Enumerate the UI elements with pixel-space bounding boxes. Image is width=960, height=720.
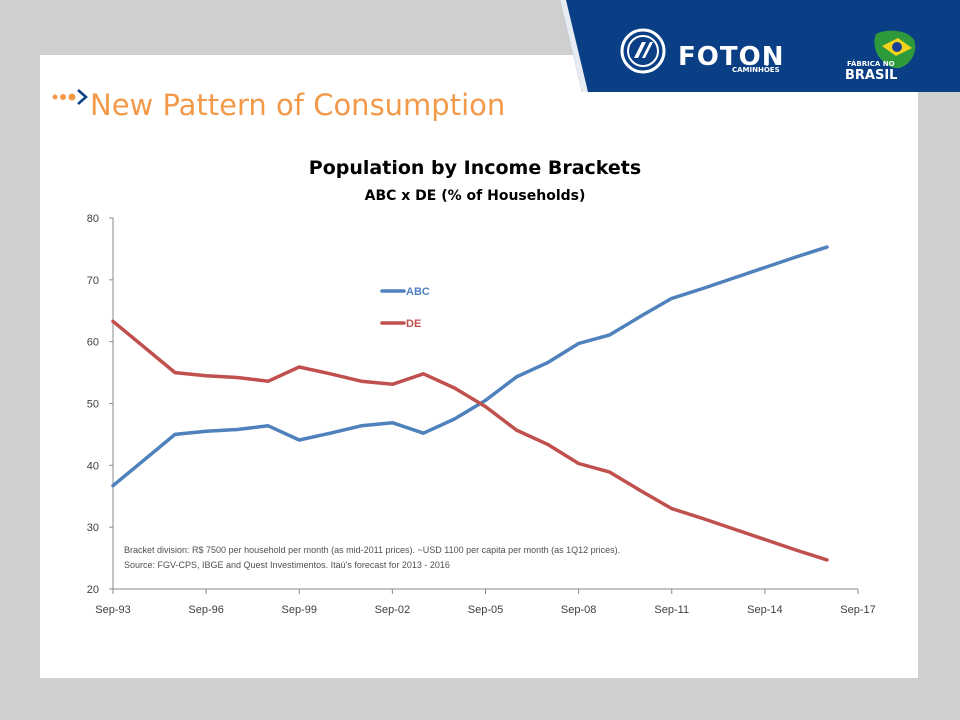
data-point-de bbox=[360, 380, 363, 383]
slide-canvas bbox=[40, 55, 918, 678]
data-point-abc bbox=[825, 245, 829, 249]
data-point-abc bbox=[329, 432, 332, 435]
y-tick-label: 60 bbox=[87, 337, 99, 349]
chart-note-1: Bracket division: R$ 7500 per household … bbox=[124, 545, 620, 555]
slide-title: New Pattern of Consumption bbox=[90, 88, 506, 122]
data-point-abc bbox=[515, 375, 518, 379]
data-point-de bbox=[391, 383, 394, 386]
chart-title: Population by Income Brackets bbox=[309, 157, 641, 179]
data-point-de bbox=[763, 538, 767, 541]
data-point-abc bbox=[608, 333, 611, 337]
legend-label-abc: ABC bbox=[406, 286, 430, 298]
brazil-flag-icon bbox=[874, 30, 916, 69]
data-point-abc bbox=[391, 421, 394, 424]
data-point-abc bbox=[204, 430, 208, 433]
data-point-de bbox=[515, 428, 518, 432]
x-tick-label: Sep-02 bbox=[375, 604, 410, 616]
data-point-de bbox=[236, 376, 239, 379]
data-point-de bbox=[701, 517, 704, 520]
badge-main-text: BRASIL bbox=[845, 68, 898, 83]
y-tick-label: 40 bbox=[87, 460, 99, 472]
data-point-abc bbox=[422, 432, 425, 435]
data-point-abc bbox=[298, 438, 301, 442]
data-point-abc bbox=[236, 428, 239, 431]
y-tick-label: 30 bbox=[87, 522, 99, 534]
chart-subtitle: ABC x DE (% of Households) bbox=[365, 188, 586, 204]
data-point-abc bbox=[577, 342, 580, 345]
data-point-de bbox=[670, 507, 673, 510]
data-point-de bbox=[577, 462, 580, 465]
data-point-de bbox=[546, 443, 549, 446]
foton-logo-icon bbox=[620, 28, 666, 74]
data-point-abc bbox=[763, 266, 767, 269]
data-point-de bbox=[453, 386, 456, 390]
data-point-de bbox=[639, 489, 642, 492]
legend-label-de: DE bbox=[406, 318, 421, 330]
x-tick-label: Sep-17 bbox=[840, 604, 875, 616]
data-point-de bbox=[794, 548, 798, 552]
x-tick-label: Sep-14 bbox=[747, 604, 782, 616]
data-point-de bbox=[825, 558, 829, 562]
data-point-abc bbox=[360, 424, 363, 427]
y-tick-label: 80 bbox=[87, 213, 99, 225]
y-tick-label: 20 bbox=[87, 584, 99, 596]
badge-top-text: FÁBRICA NO bbox=[847, 60, 895, 68]
title-bullet-icon bbox=[52, 89, 88, 105]
data-point-de bbox=[329, 372, 332, 375]
data-point-abc bbox=[701, 287, 704, 290]
x-tick-label: Sep-96 bbox=[188, 604, 223, 616]
data-point-abc bbox=[546, 361, 549, 364]
x-tick-label: Sep-11 bbox=[654, 604, 689, 616]
data-point-abc bbox=[453, 417, 456, 421]
x-tick-label: Sep-05 bbox=[468, 604, 503, 616]
x-tick-label: Sep-08 bbox=[561, 604, 596, 616]
series-line-de bbox=[111, 319, 829, 562]
data-point-de bbox=[267, 380, 270, 383]
data-point-abc bbox=[732, 276, 735, 280]
data-point-abc bbox=[639, 315, 642, 318]
data-point-de bbox=[608, 470, 611, 474]
series-line-abc bbox=[111, 245, 829, 488]
y-tick-label: 70 bbox=[87, 275, 99, 287]
data-point-abc bbox=[670, 297, 673, 300]
chart-note-2: Source: FGV-CPS, IBGE and Quest Investim… bbox=[124, 560, 450, 570]
data-point-abc bbox=[484, 399, 487, 402]
data-point-de bbox=[484, 405, 487, 408]
data-point-de bbox=[732, 527, 735, 531]
brand-name: FOTON bbox=[678, 42, 785, 72]
data-point-abc bbox=[794, 255, 798, 259]
data-point-de bbox=[111, 320, 115, 323]
data-point-de bbox=[204, 374, 208, 377]
data-point-de bbox=[422, 372, 425, 375]
x-tick-label: Sep-99 bbox=[282, 604, 317, 616]
data-point-de bbox=[173, 371, 177, 374]
data-point-abc bbox=[173, 433, 177, 436]
header-banner bbox=[560, 0, 960, 92]
data-point-abc bbox=[111, 484, 115, 487]
data-point-abc bbox=[267, 424, 270, 427]
y-tick-label: 50 bbox=[87, 399, 99, 411]
data-point-de bbox=[298, 365, 301, 369]
brand-subtitle: CAMINHÕES bbox=[732, 66, 780, 74]
x-tick-label: Sep-93 bbox=[95, 604, 130, 616]
